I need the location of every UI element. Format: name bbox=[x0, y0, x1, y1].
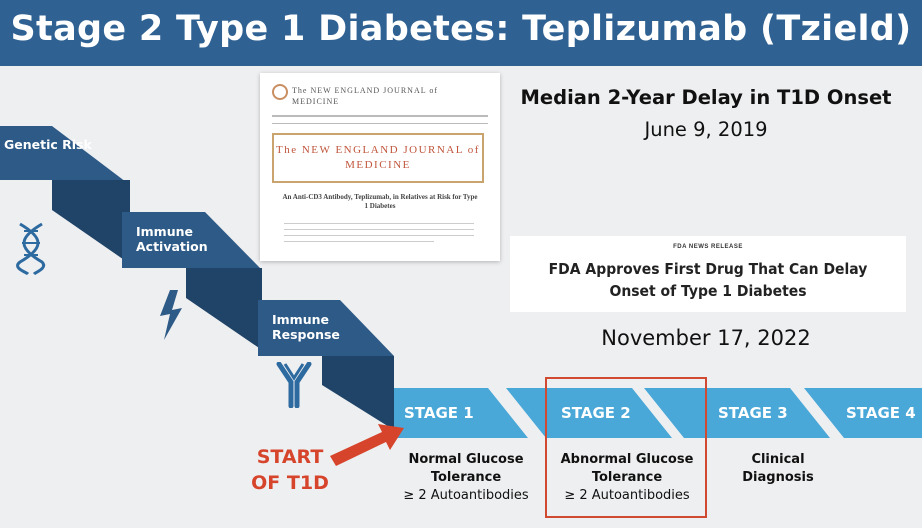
lightning-icon bbox=[160, 290, 182, 340]
stage-2-label: STAGE 2 bbox=[561, 404, 631, 422]
dna-icon bbox=[16, 222, 46, 276]
nejm-article-title: An Anti-CD3 Antibody, Teplizumab, in Rel… bbox=[282, 193, 478, 210]
stage-divider-1 bbox=[488, 388, 546, 438]
stage-4-label: STAGE 4 bbox=[846, 404, 916, 422]
nejm-box-title: The NEW ENGLAND JOURNAL of MEDICINE bbox=[272, 133, 484, 183]
stage-2-line1: Abnormal Glucose bbox=[560, 452, 694, 467]
start-of-t1d-label: START OF T1D bbox=[251, 446, 329, 494]
stage-2-description: Abnormal Glucose Tolerance ≥ 2 Autoantib… bbox=[552, 451, 702, 505]
stage-2-line2: Tolerance bbox=[591, 470, 663, 485]
stage-1-description: Normal Glucose Tolerance ≥ 2 Autoantibod… bbox=[396, 451, 536, 505]
step-immune-activation bbox=[122, 212, 260, 268]
nejm-masthead: The NEW ENGLAND JOURNAL of MEDICINE bbox=[292, 86, 438, 106]
stage-3-line2: Diagnosis bbox=[742, 470, 814, 485]
stage-divider-2 bbox=[632, 388, 684, 438]
nejm-seal-icon bbox=[272, 84, 288, 100]
step-immune-response bbox=[258, 300, 394, 356]
step-label-immune-activation: Immune Activation bbox=[136, 224, 208, 254]
fda-date: November 17, 2022 bbox=[601, 326, 811, 350]
antibody-icon bbox=[276, 362, 312, 408]
step-genetic-risk-side bbox=[52, 180, 130, 264]
stage-3-line1: Clinical bbox=[751, 452, 805, 467]
stage-1-label: STAGE 1 bbox=[404, 404, 474, 422]
stage-1-line1: Normal Glucose bbox=[408, 452, 524, 467]
stage-1-line3: ≥ 2 Autoantibodies bbox=[403, 488, 529, 503]
fda-tag: FDA NEWS RELEASE bbox=[673, 244, 743, 250]
start-arrow bbox=[330, 424, 404, 466]
nejm-article-image: The NEW ENGLAND JOURNAL of MEDICINE The … bbox=[260, 73, 500, 261]
stage-2-line3: ≥ 2 Autoantibodies bbox=[564, 488, 690, 503]
stage-1-line2: Tolerance bbox=[430, 470, 502, 485]
trial-date: June 9, 2019 bbox=[644, 118, 768, 141]
step-immune-response-side bbox=[322, 356, 394, 430]
fda-headline: FDA Approves First Drug That Can Delay O… bbox=[548, 260, 868, 300]
step-immune-activation-side bbox=[186, 268, 262, 350]
step-label-genetic-risk: Genetic Risk bbox=[4, 137, 92, 152]
trial-headline: Median 2-Year Delay in T1D Onset bbox=[520, 86, 892, 109]
stage-divider-3 bbox=[790, 388, 844, 438]
fda-release-image: FDA NEWS RELEASE FDA Approves First Drug… bbox=[510, 236, 906, 312]
stage-3-label: STAGE 3 bbox=[718, 404, 788, 422]
stage-3-description: Clinical Diagnosis bbox=[718, 451, 838, 487]
step-label-immune-response: Immune Response bbox=[272, 312, 340, 342]
stage-2-highlight-box bbox=[545, 377, 707, 518]
page-title: Stage 2 Type 1 Diabetes: Teplizumab (Tzi… bbox=[0, 0, 922, 66]
